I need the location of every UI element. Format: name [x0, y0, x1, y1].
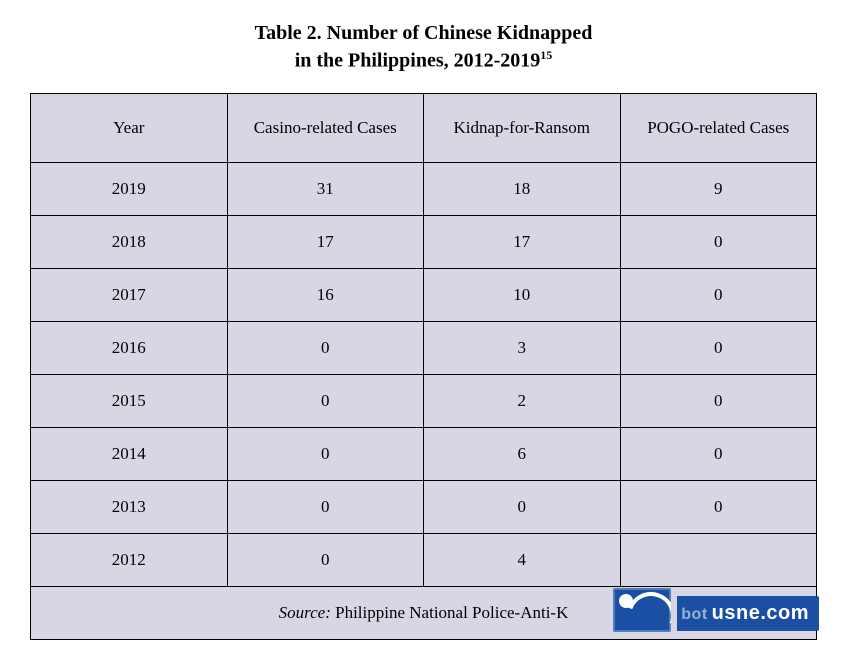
col-header-pogo: POGO-related Cases	[620, 93, 817, 162]
cell-ransom: 4	[424, 533, 621, 586]
kidnap-data-table: Year Casino-related Cases Kidnap-for-Ran…	[30, 93, 817, 640]
cell-ransom: 10	[424, 268, 621, 321]
table-row: 2012 0 4	[31, 533, 817, 586]
table-row: 2016 0 3 0	[31, 321, 817, 374]
source-label: Source:	[279, 603, 331, 622]
cell-pogo: 9	[620, 162, 817, 215]
cell-pogo: 0	[620, 427, 817, 480]
cell-ransom: 17	[424, 215, 621, 268]
table-source-row: Source: Philippine National Police-Anti-…	[31, 586, 817, 639]
cell-year: 2013	[31, 480, 228, 533]
cell-casino: 0	[227, 321, 424, 374]
cell-ransom: 6	[424, 427, 621, 480]
table-row: 2017 16 10 0	[31, 268, 817, 321]
cell-casino: 0	[227, 533, 424, 586]
cell-ransom: 2	[424, 374, 621, 427]
cell-year: 2018	[31, 215, 228, 268]
cell-ransom: 0	[424, 480, 621, 533]
col-header-year: Year	[31, 93, 228, 162]
cell-ransom: 3	[424, 321, 621, 374]
title-footnote-marker: 15	[540, 48, 552, 62]
cell-casino: 17	[227, 215, 424, 268]
table-title-line-1: Table 2. Number of Chinese Kidnapped	[30, 20, 817, 47]
table-row: 2019 31 18 9	[31, 162, 817, 215]
table-row: 2015 0 2 0	[31, 374, 817, 427]
table-header-row: Year Casino-related Cases Kidnap-for-Ran…	[31, 93, 817, 162]
cell-year: 2014	[31, 427, 228, 480]
cell-casino: 0	[227, 374, 424, 427]
source-text: Philippine National Police-Anti-K	[331, 603, 569, 622]
col-header-ransom: Kidnap-for-Ransom	[424, 93, 621, 162]
cell-year: 2017	[31, 268, 228, 321]
table-title-block: Table 2. Number of Chinese Kidnapped in …	[30, 20, 817, 75]
table-title-line-2: in the Philippines, 2012-201915	[30, 47, 817, 75]
cell-year: 2019	[31, 162, 228, 215]
cell-ransom: 18	[424, 162, 621, 215]
cell-year: 2015	[31, 374, 228, 427]
cell-year: 2016	[31, 321, 228, 374]
title-line-2-text: in the Philippines, 2012-2019	[295, 50, 541, 72]
table-row: 2014 0 6 0	[31, 427, 817, 480]
cell-casino: 0	[227, 480, 424, 533]
cell-casino: 16	[227, 268, 424, 321]
cell-pogo: 0	[620, 374, 817, 427]
cell-pogo	[620, 533, 817, 586]
table-body: 2019 31 18 9 2018 17 17 0 2017 16 10 0 2…	[31, 162, 817, 586]
table-row: 2018 17 17 0	[31, 215, 817, 268]
cell-casino: 31	[227, 162, 424, 215]
cell-pogo: 0	[620, 268, 817, 321]
cell-casino: 0	[227, 427, 424, 480]
cell-pogo: 0	[620, 480, 817, 533]
cell-pogo: 0	[620, 321, 817, 374]
cell-pogo: 0	[620, 215, 817, 268]
table-row: 2013 0 0 0	[31, 480, 817, 533]
cell-year: 2012	[31, 533, 228, 586]
col-header-casino: Casino-related Cases	[227, 93, 424, 162]
table-source-cell: Source: Philippine National Police-Anti-…	[31, 586, 817, 639]
